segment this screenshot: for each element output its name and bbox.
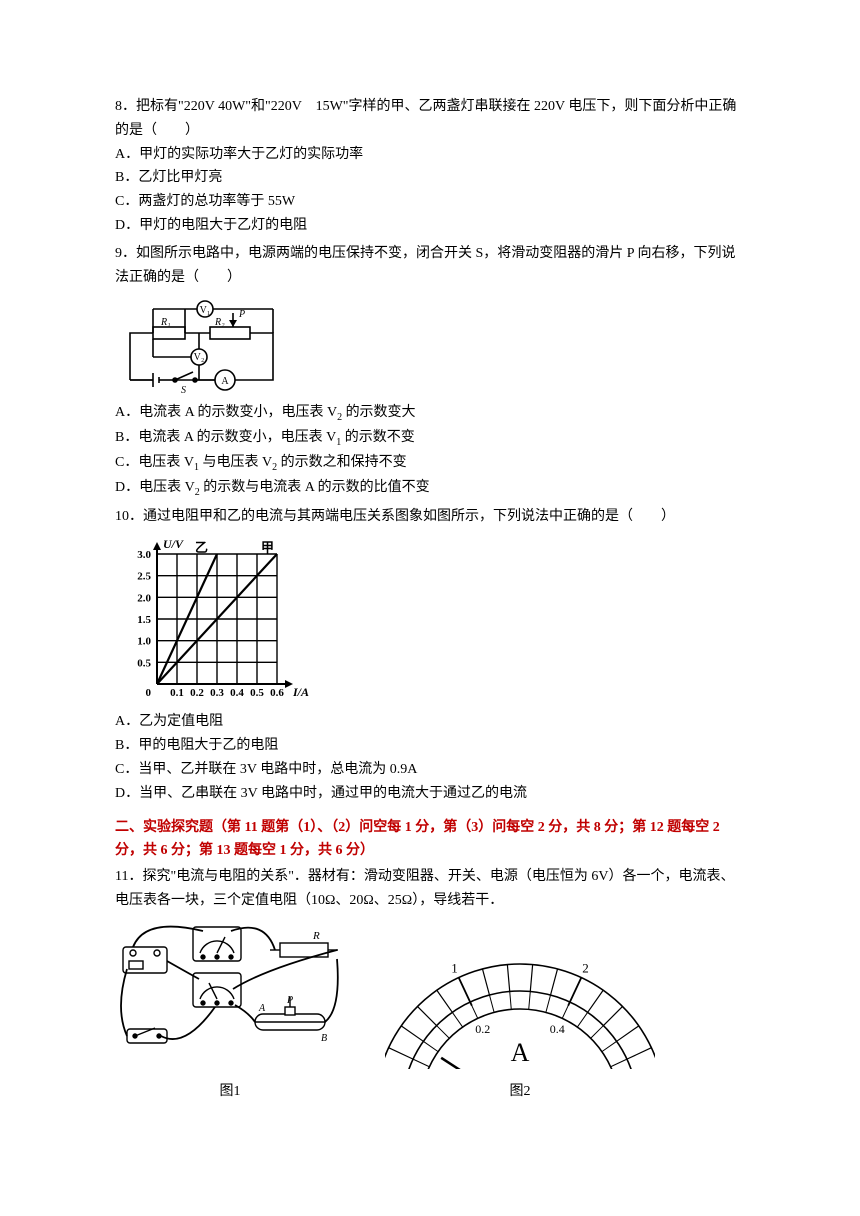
q8-option-c: C．两盏灯的总功率等于 55W xyxy=(115,190,745,214)
svg-text:I/A: I/A xyxy=(292,685,309,699)
q11-fig1-caption: 图1 xyxy=(115,1080,345,1104)
svg-text:1.0: 1.0 xyxy=(137,636,151,648)
q9a-post: 的示数变大 xyxy=(342,405,416,420)
svg-text:V₂: V₂ xyxy=(194,352,205,363)
question-9: 9．如图所示电路中，电源两端的电压保持不变，闭合开关 S，将滑动变阻器的滑片 P… xyxy=(115,242,745,501)
svg-text:3.0: 3.0 xyxy=(137,549,151,561)
svg-text:A: A xyxy=(511,1038,530,1067)
question-10: 10．通过电阻甲和乙的电流与其两端电压关系图象如图所示，下列说法中正确的是（ ）… xyxy=(115,505,745,806)
svg-text:2.5: 2.5 xyxy=(137,571,151,583)
q10-chart-figure: 0.1 0.2 0.3 0.4 0.5 0.6 0.5 1.0 1.5 2.0 2.5 3.0 0 U/V… xyxy=(115,534,745,704)
svg-text:U/V: U/V xyxy=(163,537,184,551)
q9-option-a: A．电流表 A 的示数变小，电压表 V2 的示数变大 xyxy=(115,401,745,426)
q9d-post: 的示数与电流表 A 的示数的比值不变 xyxy=(200,480,430,495)
question-11: 11．探究"电流与电阻的关系"．器材有：滑动变阻器、开关、电源（电压恒为 6V）… xyxy=(115,865,745,1103)
svg-text:1: 1 xyxy=(451,960,458,975)
ui-chart-icon: 0.1 0.2 0.3 0.4 0.5 0.6 0.5 1.0 1.5 2.0 2.5 3.0 0 U/V… xyxy=(115,534,315,704)
q9c-post: 的示数之和保持不变 xyxy=(277,455,407,470)
svg-text:0.6: 0.6 xyxy=(270,687,284,699)
q9-option-c: C．电压表 V1 与电压表 V2 的示数之和保持不变 xyxy=(115,451,745,476)
q9-stem: 9．如图所示电路中，电源两端的电压保持不变，闭合开关 S，将滑动变阻器的滑片 P… xyxy=(115,242,745,290)
svg-text:乙: 乙 xyxy=(195,540,208,555)
q8-option-b: B．乙灯比甲灯亮 xyxy=(115,166,745,190)
svg-text:2.0: 2.0 xyxy=(137,593,151,605)
svg-text:0.5: 0.5 xyxy=(250,687,264,699)
ammeter-dial-icon: 012300.20.40.6A xyxy=(385,939,655,1069)
q9b-pre: B．电流表 A 的示数变小，电压表 V xyxy=(115,430,336,445)
svg-text:R₁: R₁ xyxy=(160,317,171,328)
circuit-diagram-icon: V₁ V₂ A R₁ R₂ P S xyxy=(115,295,290,395)
svg-text:B: B xyxy=(321,1033,327,1044)
svg-text:A: A xyxy=(221,376,229,387)
q9-circuit-figure: V₁ V₂ A R₁ R₂ P S xyxy=(115,295,745,395)
svg-text:S: S xyxy=(181,385,186,395)
svg-text:0.2: 0.2 xyxy=(475,1022,490,1036)
svg-text:R: R xyxy=(312,930,320,942)
q11-stem: 11．探究"电流与电阻的关系"．器材有：滑动变阻器、开关、电源（电压恒为 6V）… xyxy=(115,865,745,913)
q10-option-d: D．当甲、乙串联在 3V 电路中时，通过甲的电流大于通过乙的电流 xyxy=(115,782,745,806)
experiment-setup-icon: R A B P xyxy=(115,919,345,1069)
q9d-pre: D．电压表 V xyxy=(115,480,195,495)
svg-text:甲: 甲 xyxy=(261,540,274,555)
q9c-pre: C．电压表 V xyxy=(115,455,194,470)
q10-option-a: A．乙为定值电阻 xyxy=(115,710,745,734)
q11-fig2-caption: 图2 xyxy=(385,1080,655,1104)
svg-text:2: 2 xyxy=(582,960,589,975)
q9-option-b: B．电流表 A 的示数变小，电压表 V1 的示数不变 xyxy=(115,426,745,451)
svg-text:P: P xyxy=(286,995,293,1006)
svg-text:0.3: 0.3 xyxy=(210,687,224,699)
svg-text:0: 0 xyxy=(146,687,152,699)
q8-option-d: D．甲灯的电阻大于乙灯的电阻 xyxy=(115,214,745,238)
q9a-pre: A．电流表 A 的示数变小，电压表 V xyxy=(115,405,337,420)
svg-text:0.4: 0.4 xyxy=(230,687,244,699)
q10-stem: 10．通过电阻甲和乙的电流与其两端电压关系图象如图所示，下列说法中正确的是（ ） xyxy=(115,505,745,529)
q9c-mid: 与电压表 V xyxy=(199,455,272,470)
svg-text:0.2: 0.2 xyxy=(190,687,204,699)
q11-figure-2: 012300.20.40.6A 图2 xyxy=(385,939,655,1104)
q10-option-c: C．当甲、乙并联在 3V 电路中时，总电流为 0.9A xyxy=(115,758,745,782)
section-2-header: 二、实验探究题（第 11 题第（1）、（2）问空每 1 分，第（3）问每空 2 … xyxy=(115,816,745,864)
svg-text:A: A xyxy=(258,1003,266,1014)
q11-figure-1: R A B P 图1 xyxy=(115,919,345,1104)
svg-text:P: P xyxy=(238,309,245,320)
svg-text:0.5: 0.5 xyxy=(137,658,151,670)
svg-text:0.4: 0.4 xyxy=(550,1022,565,1036)
question-8: 8．把标有"220V 40W"和"220V 15W"字样的甲、乙两盏灯串联接在 … xyxy=(115,95,745,238)
q8-stem: 8．把标有"220V 40W"和"220V 15W"字样的甲、乙两盏灯串联接在 … xyxy=(115,95,745,143)
q8-option-a: A．甲灯的实际功率大于乙灯的实际功率 xyxy=(115,143,745,167)
q11-figure-row: R A B P 图1 012300.20.40.6A 图2 xyxy=(115,919,745,1104)
q10-option-b: B．甲的电阻大于乙的电阻 xyxy=(115,734,745,758)
svg-text:1.5: 1.5 xyxy=(137,614,151,626)
q9b-post: 的示数不变 xyxy=(341,430,415,445)
q9-option-d: D．电压表 V2 的示数与电流表 A 的示数的比值不变 xyxy=(115,476,745,501)
svg-text:0.1: 0.1 xyxy=(170,687,184,699)
svg-text:R₂: R₂ xyxy=(214,317,225,328)
svg-text:V₁: V₁ xyxy=(200,305,211,316)
